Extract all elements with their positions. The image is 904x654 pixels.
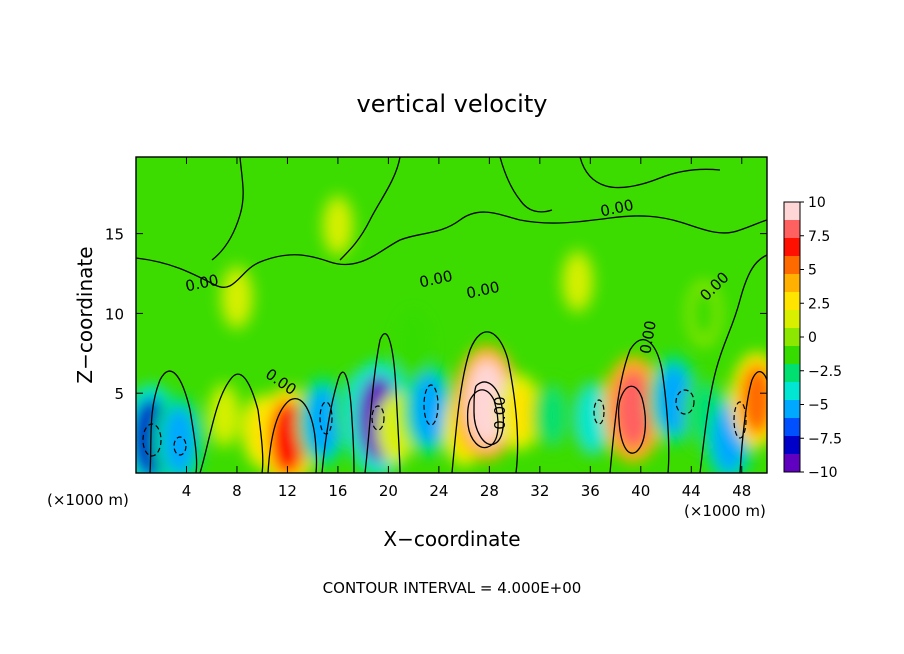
contour-lines <box>136 157 767 473</box>
colorbar-tick-label: 5 <box>808 263 817 279</box>
colorbar-ticks: 10 7.5 5 2.5 0 −2.5 −5 −7.5 −10 <box>800 195 842 481</box>
field-cell-core <box>383 401 409 455</box>
field-cell-core <box>466 359 508 446</box>
x-tick-label: 12 <box>278 482 297 500</box>
colorbar-segment <box>784 436 800 455</box>
x-tick-label: 8 <box>232 482 242 500</box>
field-cell-21 <box>394 309 434 381</box>
colorbar-tick-label: −5 <box>808 398 829 414</box>
x-unit-right: (×1000 m) <box>684 502 766 520</box>
x-tick-label: 36 <box>581 482 600 500</box>
field-cell-9 <box>402 361 456 457</box>
x-tick-label: 32 <box>530 482 549 500</box>
y-tick-label: 10 <box>105 305 124 323</box>
field-cell-core <box>162 406 195 473</box>
x-tick-label: 4 <box>182 482 192 500</box>
colorbar-segment <box>784 220 800 239</box>
field-cell-core <box>614 369 653 449</box>
field-cell-22 <box>559 248 596 315</box>
colorbar-segment <box>784 310 800 329</box>
x-tick-label: 44 <box>682 482 701 500</box>
x-tick-label: 20 <box>379 482 398 500</box>
colorbar-segment <box>784 202 800 221</box>
field-cell-core <box>326 201 350 250</box>
colorbar-segment <box>784 238 800 257</box>
x-tick-label: 48 <box>732 482 751 500</box>
colorbar-segment <box>784 256 800 275</box>
y-tick-label: 5 <box>114 385 124 403</box>
colorbar-segment <box>784 328 800 347</box>
colorbar-tick-label: −7.5 <box>808 431 842 447</box>
contour-label: 0.00 <box>491 396 509 429</box>
field-cell-core <box>212 390 236 441</box>
colorbar-segment <box>784 400 800 419</box>
colorbar-segment <box>784 346 800 365</box>
field-cell-24 <box>320 192 356 259</box>
x-tick-label: 28 <box>480 482 499 500</box>
contour-dashed-lines <box>142 384 747 457</box>
x-unit-left: (×1000 m) <box>47 491 129 509</box>
field-cell-core <box>657 365 690 434</box>
field-layer <box>136 192 767 473</box>
field-cell-core <box>740 364 767 435</box>
plot-area <box>136 157 767 473</box>
field-cell-core <box>692 288 716 339</box>
x-tick-label: 16 <box>328 482 347 500</box>
contour-interval-note: CONTOUR INTERVAL = 4.000E+00 <box>323 579 582 597</box>
field-cell-1 <box>153 395 205 473</box>
colorbar-tick-label: −10 <box>808 465 838 481</box>
chart-title: vertical velocity <box>357 90 548 118</box>
field-cell-core <box>566 256 590 307</box>
contour-label: 0.00 <box>636 319 660 355</box>
x-tick-label: 24 <box>429 482 448 500</box>
y-axis-ticks: 5 10 15 <box>105 226 767 403</box>
y-tick-label: 15 <box>105 226 124 244</box>
field-cell-15 <box>603 355 664 463</box>
field-cell-core <box>269 400 306 473</box>
colorbar <box>783 201 801 473</box>
field-cell-core <box>539 388 566 444</box>
field-cell-core <box>577 386 608 451</box>
field-cell-core <box>401 318 426 372</box>
colorbar-segment <box>784 274 800 293</box>
colorbar-segment <box>784 292 800 311</box>
colorbar-tick-label: 7.5 <box>808 229 830 245</box>
field-cell-12 <box>498 373 541 451</box>
y-axis-title: Z−coordinate <box>73 246 97 383</box>
field-cell-23 <box>685 280 723 347</box>
field-cell-2 <box>205 381 243 450</box>
x-tick-label: 40 <box>631 482 650 500</box>
colorbar-segment <box>784 454 800 473</box>
field-cell-20 <box>218 263 256 332</box>
colorbar-segment <box>784 418 800 437</box>
field-cell-19 <box>730 352 767 448</box>
field-cell-core <box>225 272 249 323</box>
field-cell-13 <box>532 378 573 453</box>
colorbar-segment <box>784 382 800 401</box>
colorbar-tick-label: 2.5 <box>808 296 830 312</box>
colorbar-segment <box>784 364 800 383</box>
colorbar-tick-label: −2.5 <box>808 364 842 380</box>
field-cell-core <box>506 383 533 441</box>
x-axis-ticks: 4 8 12 16 20 24 28 32 36 40 44 48 <box>182 157 751 500</box>
field-cell-core <box>306 387 339 457</box>
colorbar-tick-label: 10 <box>808 195 826 211</box>
x-axis-title: X−coordinate <box>383 527 520 551</box>
plot-frame <box>135 156 768 474</box>
field-cell-core <box>412 373 446 445</box>
colorbar-tick-label: 0 <box>808 330 817 346</box>
